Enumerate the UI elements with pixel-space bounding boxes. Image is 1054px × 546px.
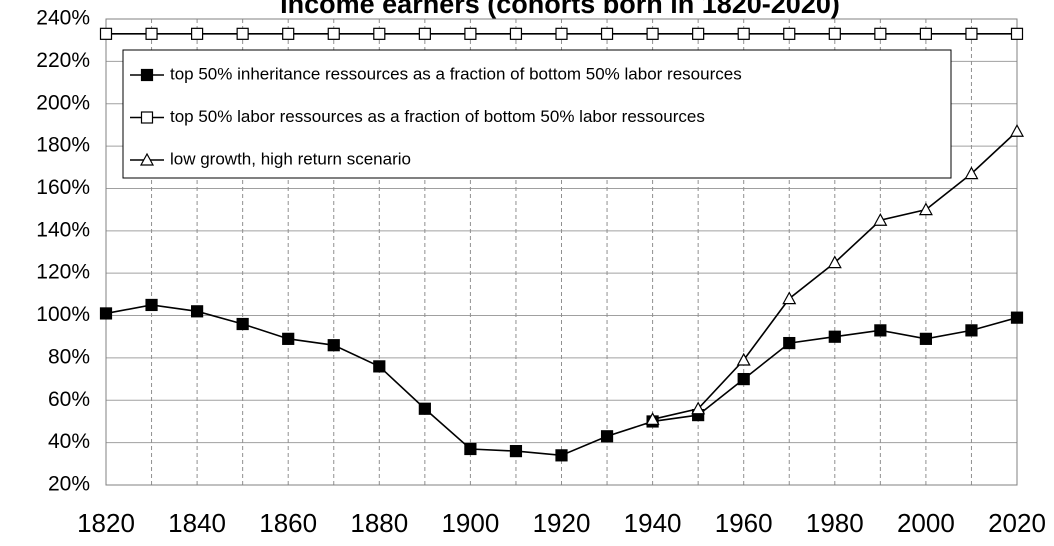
y-tick-label: 40%	[48, 430, 90, 453]
x-tick-label: 2000	[897, 508, 955, 538]
data-point	[873, 212, 888, 226]
x-tick-label: 1980	[806, 508, 864, 538]
data-point	[327, 339, 340, 352]
y-tick-label: 140%	[36, 218, 90, 241]
data-point	[919, 332, 933, 345]
legend: top 50% inheritance ressources as a frac…	[122, 49, 952, 179]
legend-box	[122, 49, 952, 179]
data-point	[464, 27, 477, 40]
data-point	[918, 202, 933, 216]
y-tick-label: 220%	[36, 49, 90, 72]
y-tick-label: 160%	[36, 176, 90, 199]
chart-title: Income earners (cohorts born in 1820-202…	[280, 0, 840, 19]
data-point	[418, 402, 431, 415]
data-point	[509, 445, 523, 458]
data-point	[965, 324, 978, 337]
legend-label: top 50% inheritance ressources as a frac…	[170, 64, 742, 83]
data-point	[600, 27, 614, 40]
data-point	[782, 291, 797, 305]
data-point	[99, 307, 113, 320]
data-point	[145, 27, 158, 40]
x-tick-label: 1960	[715, 508, 773, 538]
data-point	[645, 412, 660, 425]
data-point	[827, 255, 842, 269]
x-tick-label: 1820	[77, 508, 135, 538]
data-point	[737, 27, 750, 40]
data-point	[600, 430, 614, 443]
y-tick-label: 200%	[36, 91, 90, 114]
y-tick-label: 100%	[36, 303, 90, 326]
x-tick-label: 2020	[988, 508, 1046, 538]
x-tick-label: 1940	[624, 508, 682, 538]
y-tick-label: 60%	[48, 388, 90, 411]
data-point	[691, 401, 706, 415]
data-point	[692, 27, 705, 40]
x-tick-label: 1860	[259, 508, 317, 538]
x-tick-label: 1900	[441, 508, 499, 538]
y-tick-label: 180%	[36, 134, 90, 157]
data-point	[191, 305, 204, 318]
data-point	[99, 27, 113, 40]
data-point	[874, 324, 887, 337]
data-point	[736, 352, 751, 366]
data-point	[1010, 311, 1024, 324]
x-tick-label: 1920	[533, 508, 591, 538]
x-tick-label: 1840	[168, 508, 226, 538]
data-point	[646, 27, 659, 40]
y-tick-label: 120%	[36, 261, 90, 284]
data-point	[874, 27, 887, 40]
data-point	[965, 27, 978, 40]
legend-label: low growth, high return scenario	[170, 149, 411, 168]
data-point	[828, 330, 841, 343]
data-point	[327, 27, 340, 40]
legend-marker	[140, 111, 154, 124]
legend-label: top 50% labor ressources as a fraction o…	[170, 107, 705, 126]
data-point	[919, 27, 933, 40]
y-tick-label: 240%	[36, 7, 90, 30]
legend-marker	[140, 68, 154, 82]
data-point	[737, 372, 750, 386]
data-point	[373, 360, 386, 373]
data-point	[282, 27, 295, 40]
data-point	[964, 166, 979, 180]
data-point	[1010, 27, 1024, 40]
data-point	[282, 332, 295, 345]
data-point	[555, 449, 568, 462]
data-point	[783, 336, 796, 350]
data-point	[464, 442, 477, 456]
data-point	[145, 298, 158, 312]
x-tick-label: 1880	[350, 508, 408, 538]
data-point	[191, 27, 204, 40]
data-point	[783, 27, 796, 40]
data-point	[373, 27, 386, 40]
data-point	[236, 317, 249, 331]
data-point	[555, 27, 568, 40]
plot-frame	[105, 18, 1018, 486]
data-point	[509, 27, 523, 40]
data-point	[236, 27, 249, 40]
y-tick-label: 80%	[48, 345, 90, 368]
data-point	[828, 27, 841, 40]
y-tick-label: 20%	[48, 473, 90, 496]
legend-marker	[139, 152, 155, 166]
data-point	[418, 27, 431, 40]
data-point	[1009, 124, 1025, 137]
